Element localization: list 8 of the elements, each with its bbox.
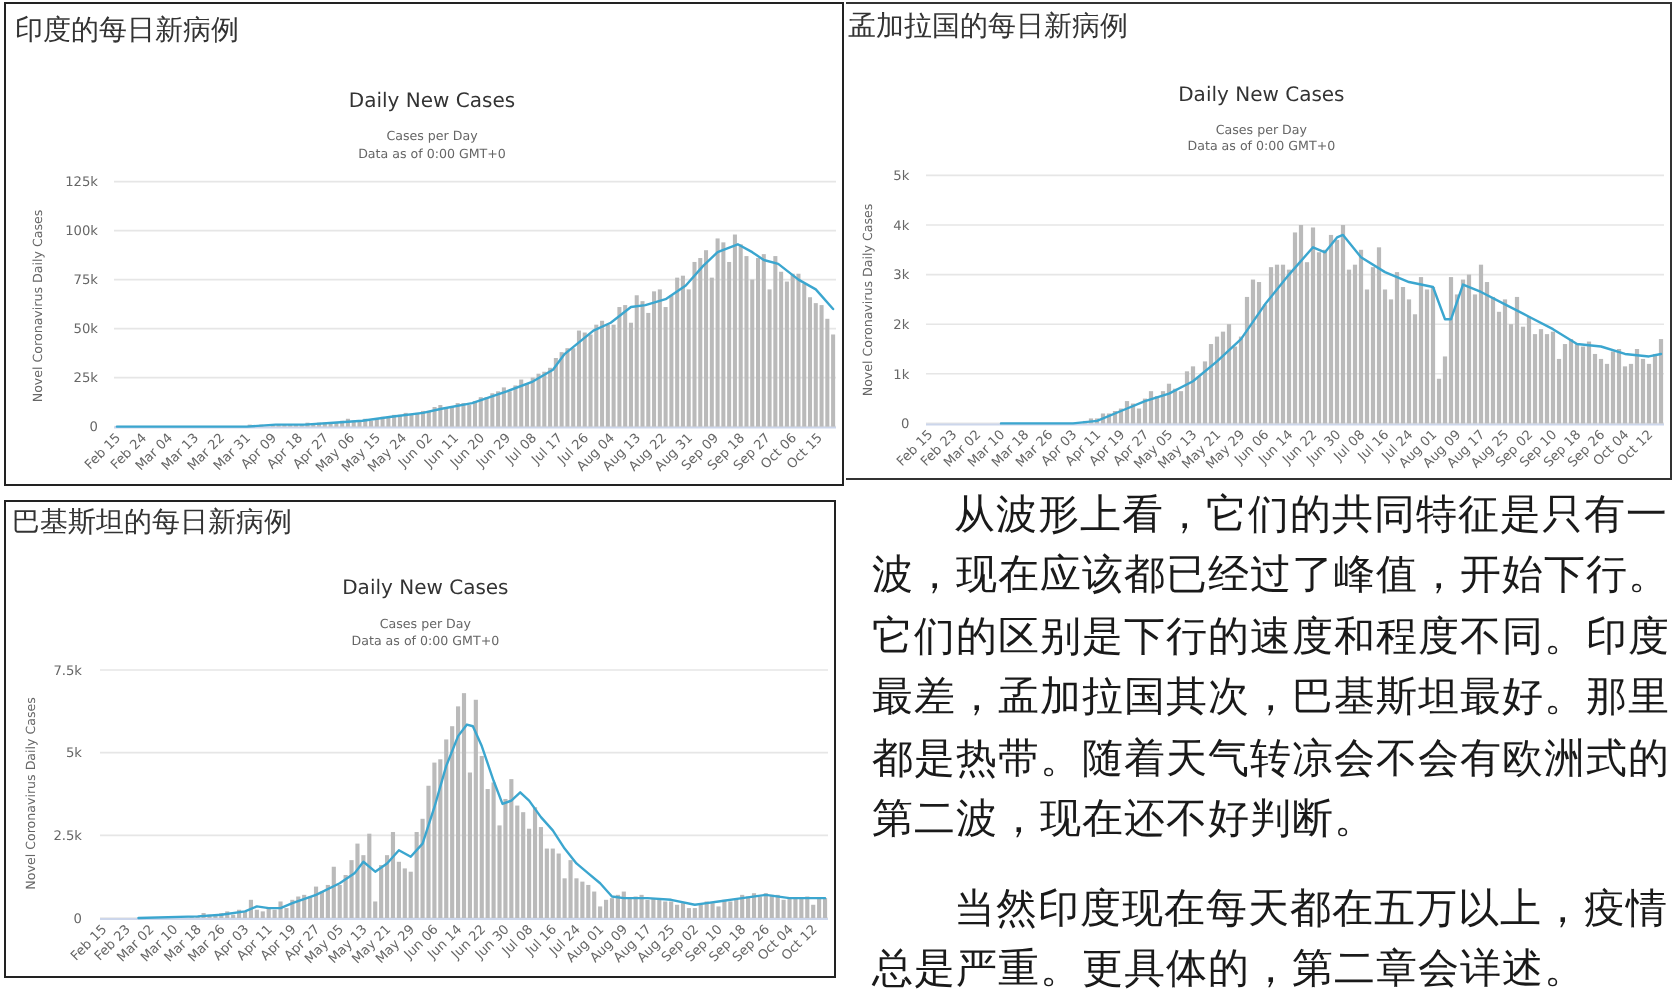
chart-title: 印度的每日新病例 xyxy=(14,14,239,47)
chart-subtitle: Daily New Cases xyxy=(342,577,509,600)
text: 当然印度现在每天都在五万以上，疫情总是严重。更具体的，第二章会详述。 xyxy=(872,882,1670,994)
text: 从波形上看，它们的共同特征是只有一波，现在应该都已经过了峰值，开始下行。它们的区别是下行的速度和程度不同。印度最差，孟加拉国其次，巴基斯坦最好。那里都是热带。随着天气转凉会不会有欧洲式的第二波，现在还不好判断。 xyxy=(872,488,1672,847)
chart-subtitle: Daily New Cases xyxy=(348,91,516,113)
chart-subtitle: Daily New Cases xyxy=(1178,85,1345,107)
chart-title: 巴基斯坦的每日新病例 xyxy=(12,506,292,539)
chart-title: 孟加拉国的每日新病例 xyxy=(848,11,1128,44)
